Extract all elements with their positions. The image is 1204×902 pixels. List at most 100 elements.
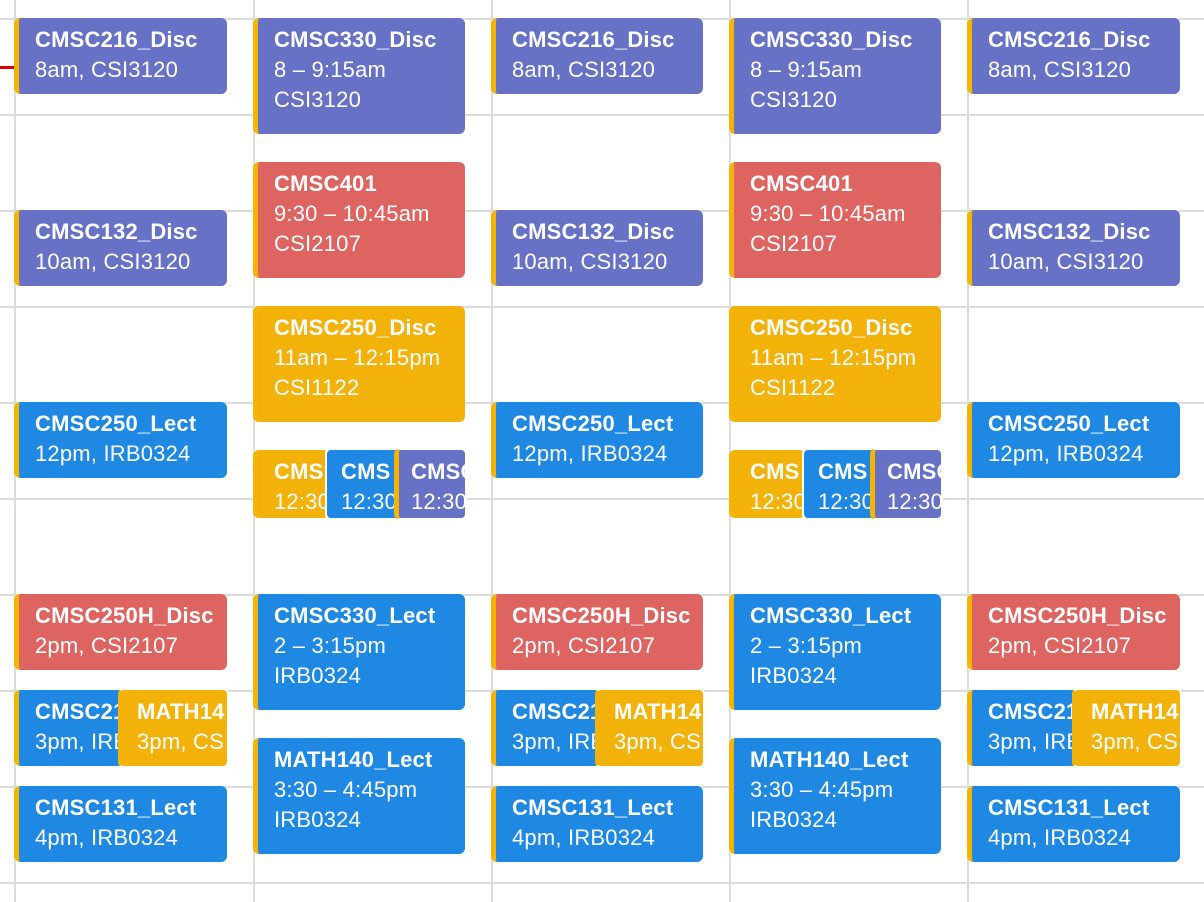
- event-cmsc131-lect[interactable]: CMSC131_Lect 4pm, IRB0324: [967, 786, 1180, 862]
- event-location: CSI1122: [750, 375, 836, 400]
- event-title: MATH140_Lect: [274, 747, 433, 772]
- event-title: CMSC250_Lect: [512, 411, 674, 436]
- event-cmsc216-lect[interactable]: CMSC21 3pm, IRE: [967, 690, 1078, 766]
- event-cmsc250-lect[interactable]: CMSC250_Lect 12pm, IRB0324: [967, 402, 1180, 478]
- event-title: CMSC: [411, 459, 465, 484]
- event-title: MATH14: [1091, 699, 1179, 724]
- event-math140-disc[interactable]: MATH14 3pm, CS: [1072, 688, 1182, 768]
- event-time: 9:30 – 10:45am: [750, 201, 906, 226]
- event-cmsc216-disc[interactable]: CMSC216_Disc 8am, CSI3120: [967, 18, 1180, 94]
- event-time: 9:30 – 10:45am: [274, 201, 430, 226]
- event-title: CMSC132_Disc: [512, 219, 675, 244]
- event-title: CMSC132_Disc: [35, 219, 198, 244]
- event-title: CMSC: [887, 459, 941, 484]
- event-title: CMSC216_Disc: [512, 27, 675, 52]
- event-truncated[interactable]: CMS 12:30: [325, 448, 401, 520]
- event-title: CMSC131_Lect: [988, 795, 1150, 820]
- event-title: CMSC401: [750, 171, 853, 196]
- event-cmsc250-disc[interactable]: CMSC250_Disc 11am – 12:15pm CSI1122: [253, 306, 465, 422]
- event-title: CMSC216_Disc: [988, 27, 1151, 52]
- event-time: 2 – 3:15pm: [750, 633, 863, 658]
- event-time-location: 12pm, IRB0324: [35, 441, 191, 466]
- hour-gridline: [0, 882, 1204, 884]
- event-cmsc216-lect[interactable]: CMSC21 3pm, IRE: [14, 690, 124, 766]
- event-math140-lect[interactable]: MATH140_Lect 3:30 – 4:45pm IRB0324: [729, 738, 941, 854]
- event-title: CMSC250H_Disc: [988, 603, 1167, 628]
- event-location: IRB0324: [750, 663, 838, 688]
- event-title: CMSC131_Lect: [35, 795, 197, 820]
- event-time: 12:30: [887, 489, 943, 514]
- event-location: CSI2107: [274, 231, 362, 256]
- event-cmsc250-lect[interactable]: CMSC250_Lect 12pm, IRB0324: [14, 402, 227, 478]
- event-title: CMSC330_Lect: [750, 603, 912, 628]
- event-cmsc330-lect[interactable]: CMSC330_Lect 2 – 3:15pm IRB0324: [729, 594, 941, 710]
- event-cmsc131-lect[interactable]: CMSC131_Lect 4pm, IRB0324: [491, 786, 703, 862]
- event-cmsc250-lect[interactable]: CMSC250_Lect 12pm, IRB0324: [491, 402, 703, 478]
- event-title: CMSC330_Disc: [750, 27, 913, 52]
- event-cmsc330-disc[interactable]: CMSC330_Disc 8 – 9:15am CSI3120: [253, 18, 465, 134]
- event-location: IRB0324: [750, 807, 838, 832]
- event-truncated[interactable]: CMS 12:30: [253, 450, 329, 518]
- event-time-location: 8am, CSI3120: [988, 57, 1132, 82]
- event-title: CMSC21: [35, 699, 124, 724]
- event-time: 3:30 – 4:45pm: [750, 777, 894, 802]
- hour-gridline: [0, 498, 1204, 500]
- event-time-location: 4pm, IRB0324: [512, 825, 656, 850]
- event-title: CMSC250_Disc: [750, 315, 913, 340]
- event-math140-disc[interactable]: MATH14 3pm, CS: [118, 688, 229, 768]
- event-math140-disc[interactable]: MATH14 3pm, CS: [595, 688, 705, 768]
- event-truncated[interactable]: CMSC 12:30: [394, 448, 467, 520]
- event-cmsc216-lect[interactable]: CMSC21 3pm, IRE: [491, 690, 601, 766]
- current-time-indicator: [0, 66, 14, 69]
- event-title: CMS: [274, 459, 324, 484]
- event-time-location: 12pm, IRB0324: [988, 441, 1144, 466]
- event-cmsc330-lect[interactable]: CMSC330_Lect 2 – 3:15pm IRB0324: [253, 594, 465, 710]
- event-title: CMSC132_Disc: [988, 219, 1151, 244]
- event-title: CMSC216_Disc: [35, 27, 198, 52]
- event-time-location: 2pm, CSI2107: [512, 633, 656, 658]
- event-truncated[interactable]: CMSC 12:30: [870, 448, 943, 520]
- event-cmsc132-disc[interactable]: CMSC132_Disc 10am, CSI3120: [491, 210, 703, 286]
- event-cmsc401[interactable]: CMSC401 9:30 – 10:45am CSI2107: [729, 162, 941, 278]
- event-time: 8 – 9:15am: [274, 57, 387, 82]
- event-time-location: 10am, CSI3120: [988, 249, 1144, 274]
- event-cmsc250h-disc[interactable]: CMSC250H_Disc 2pm, CSI2107: [967, 594, 1180, 670]
- event-cmsc330-disc[interactable]: CMSC330_Disc 8 – 9:15am CSI3120: [729, 18, 941, 134]
- event-math140-lect[interactable]: MATH140_Lect 3:30 – 4:45pm IRB0324: [253, 738, 465, 854]
- event-time: 12:30: [411, 489, 467, 514]
- event-truncated[interactable]: CMS 12:30: [729, 450, 805, 518]
- event-cmsc250h-disc[interactable]: CMSC250H_Disc 2pm, CSI2107: [491, 594, 703, 670]
- event-time-location: 8am, CSI3120: [512, 57, 656, 82]
- event-cmsc401[interactable]: CMSC401 9:30 – 10:45am CSI2107: [253, 162, 465, 278]
- event-title: CMS: [818, 459, 868, 484]
- event-time: 12:30: [274, 489, 329, 514]
- event-title: CMSC401: [274, 171, 377, 196]
- event-title: CMSC21: [512, 699, 601, 724]
- event-time: 3:30 – 4:45pm: [274, 777, 418, 802]
- event-title: MATH14: [137, 699, 225, 724]
- event-time-location: 3pm, CS: [137, 729, 224, 754]
- event-time-location: 10am, CSI3120: [512, 249, 668, 274]
- event-cmsc216-disc[interactable]: CMSC216_Disc 8am, CSI3120: [491, 18, 703, 94]
- event-time-location: 10am, CSI3120: [35, 249, 191, 274]
- hour-gridline: [0, 114, 1204, 116]
- event-time: 11am – 12:15pm: [750, 345, 917, 370]
- event-title: CMSC250H_Disc: [512, 603, 691, 628]
- event-time: 2 – 3:15pm: [274, 633, 387, 658]
- event-time-location: 12pm, IRB0324: [512, 441, 668, 466]
- event-time: 12:30: [818, 489, 875, 514]
- event-cmsc250h-disc[interactable]: CMSC250H_Disc 2pm, CSI2107: [14, 594, 227, 670]
- event-cmsc250-disc[interactable]: CMSC250_Disc 11am – 12:15pm CSI1122: [729, 306, 941, 422]
- event-cmsc132-disc[interactable]: CMSC132_Disc 10am, CSI3120: [967, 210, 1180, 286]
- event-location: IRB0324: [274, 663, 362, 688]
- event-cmsc132-disc[interactable]: CMSC132_Disc 10am, CSI3120: [14, 210, 227, 286]
- event-location: IRB0324: [274, 807, 362, 832]
- event-title: CMSC250H_Disc: [35, 603, 214, 628]
- event-time-location: 4pm, IRB0324: [35, 825, 179, 850]
- event-title: CMSC21: [988, 699, 1078, 724]
- event-title: CMS: [750, 459, 800, 484]
- event-location: CSI2107: [750, 231, 838, 256]
- event-cmsc216-disc[interactable]: CMSC216_Disc 8am, CSI3120: [14, 18, 227, 94]
- event-truncated[interactable]: CMS 12:30: [802, 448, 878, 520]
- event-cmsc131-lect[interactable]: CMSC131_Lect 4pm, IRB0324: [14, 786, 227, 862]
